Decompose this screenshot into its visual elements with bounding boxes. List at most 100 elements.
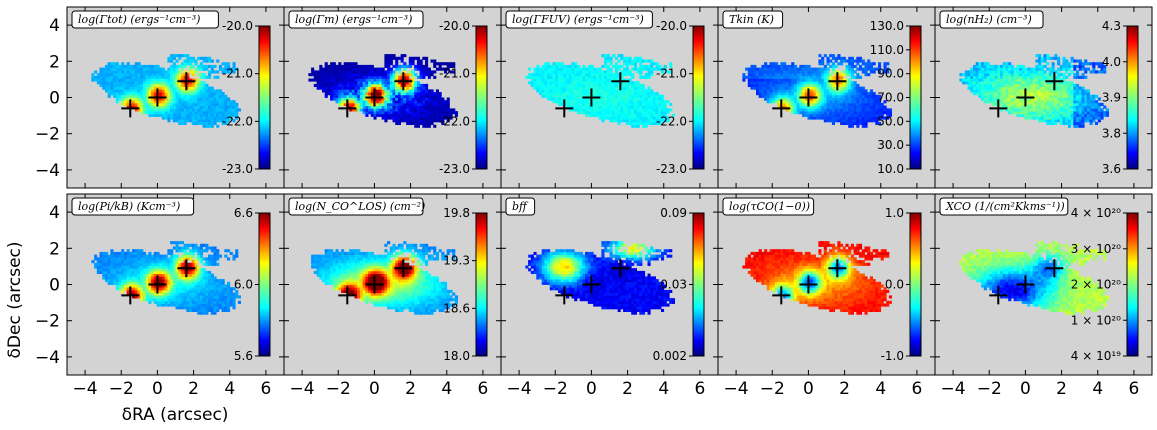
heatmap-cell: [1059, 81, 1063, 85]
heatmap-cell: [338, 83, 342, 87]
heatmap-cell: [172, 75, 176, 79]
heatmap-cell: [650, 113, 654, 117]
heatmap-cell: [134, 67, 138, 71]
heatmap-cell: [552, 70, 556, 74]
heatmap-cell: [560, 62, 564, 66]
heatmap-cell: [780, 64, 784, 68]
heatmap-cell: [170, 56, 174, 60]
heatmap-cell: [663, 100, 667, 104]
heatmap-cell: [148, 78, 152, 82]
heatmap-cell: [978, 81, 982, 85]
heatmap-cell: [422, 102, 426, 106]
heatmap-cell: [644, 113, 648, 117]
heatmap-cell: [202, 64, 206, 68]
heatmap-cell: [351, 62, 355, 66]
heatmap-cell: [397, 86, 401, 90]
heatmap-cell: [425, 102, 429, 106]
heatmap-cell: [644, 108, 648, 112]
heatmap-cell: [395, 62, 399, 66]
heatmap-cell: [818, 67, 822, 71]
heatmap-cell: [392, 100, 396, 104]
heatmap-cell: [1021, 64, 1025, 68]
heatmap-cell: [793, 108, 797, 112]
heatmap-cell: [151, 292, 155, 296]
heatmap-cell: [408, 83, 412, 87]
heatmap-cell: [118, 273, 122, 277]
heatmap-cell: [121, 70, 125, 74]
heatmap-cell: [224, 119, 228, 123]
heatmap-cell: [105, 75, 109, 79]
heatmap-cell: [606, 105, 610, 109]
heatmap-cell: [970, 67, 974, 71]
heatmap-cell: [194, 108, 198, 112]
heatmap-cell: [330, 89, 334, 93]
heatmap-cell: [579, 94, 583, 98]
heatmap-cell: [593, 83, 597, 87]
heatmap-cell: [134, 78, 138, 82]
heatmap-cell: [1019, 78, 1023, 82]
heatmap-cell: [208, 108, 212, 112]
heatmap-cell: [172, 83, 176, 87]
heatmap-cell: [349, 102, 353, 106]
heatmap-cell: [606, 97, 610, 101]
heatmap-cell: [357, 78, 361, 82]
heatmap-cell: [411, 75, 415, 79]
heatmap-cell: [419, 102, 423, 106]
heatmap-cell: [962, 81, 966, 85]
heatmap-cell: [444, 100, 448, 104]
heatmap-cell: [113, 262, 117, 266]
heatmap-cell: [769, 100, 773, 104]
heatmap-cell: [1027, 97, 1031, 101]
heatmap-cell: [1038, 119, 1042, 123]
heatmap-cell: [1057, 113, 1061, 117]
heatmap-cell: [842, 70, 846, 74]
heatmap-cell: [612, 94, 616, 98]
heatmap-cell: [1097, 64, 1101, 68]
heatmap-cell: [818, 83, 822, 87]
heatmap-cell: [1024, 78, 1028, 82]
heatmap-cell: [167, 108, 171, 112]
heatmap-cell: [655, 100, 659, 104]
heatmap-cell: [772, 83, 776, 87]
heatmap-cell: [1010, 102, 1014, 106]
heatmap-cell: [115, 254, 119, 258]
heatmap-cell: [1057, 73, 1061, 77]
heatmap-cell: [205, 121, 209, 125]
heatmap-cell: [1086, 92, 1090, 96]
heatmap-cell: [840, 113, 844, 117]
heatmap-cell: [210, 97, 214, 101]
heatmap-cell: [639, 75, 643, 79]
heatmap-cell: [1092, 100, 1096, 104]
heatmap-cell: [859, 75, 863, 79]
heatmap-cell: [1078, 97, 1082, 101]
heatmap-cell: [989, 89, 993, 93]
heatmap-cell: [153, 67, 157, 71]
heatmap-cell: [124, 94, 128, 98]
heatmap-cell: [1095, 116, 1099, 120]
heatmap-cell: [389, 75, 393, 79]
heatmap-cell: [430, 108, 434, 112]
heatmap-cell: [1035, 108, 1039, 112]
heatmap-cell: [867, 73, 871, 77]
heatmap-cell: [1027, 94, 1031, 98]
heatmap-cell: [232, 64, 236, 68]
heatmap-cell: [406, 116, 410, 120]
heatmap-cell: [642, 100, 646, 104]
heatmap-cell: [612, 89, 616, 93]
heatmap-cell: [886, 116, 890, 120]
heatmap-cell: [791, 78, 795, 82]
heatmap-cell: [568, 70, 572, 74]
heatmap-cell: [997, 94, 1001, 98]
heatmap-cell: [186, 78, 190, 82]
heatmap-cell: [750, 75, 754, 79]
heatmap-cell: [151, 268, 155, 272]
heatmap-cell: [544, 81, 548, 85]
heatmap-cell: [121, 268, 125, 272]
heatmap-cell: [617, 121, 621, 125]
heatmap-cell: [319, 86, 323, 90]
heatmap-cell: [129, 81, 133, 85]
heatmap-cell: [753, 75, 757, 79]
heatmap-cell: [1062, 105, 1066, 109]
heatmap-cell: [804, 75, 808, 79]
heatmap-cell: [118, 70, 122, 74]
